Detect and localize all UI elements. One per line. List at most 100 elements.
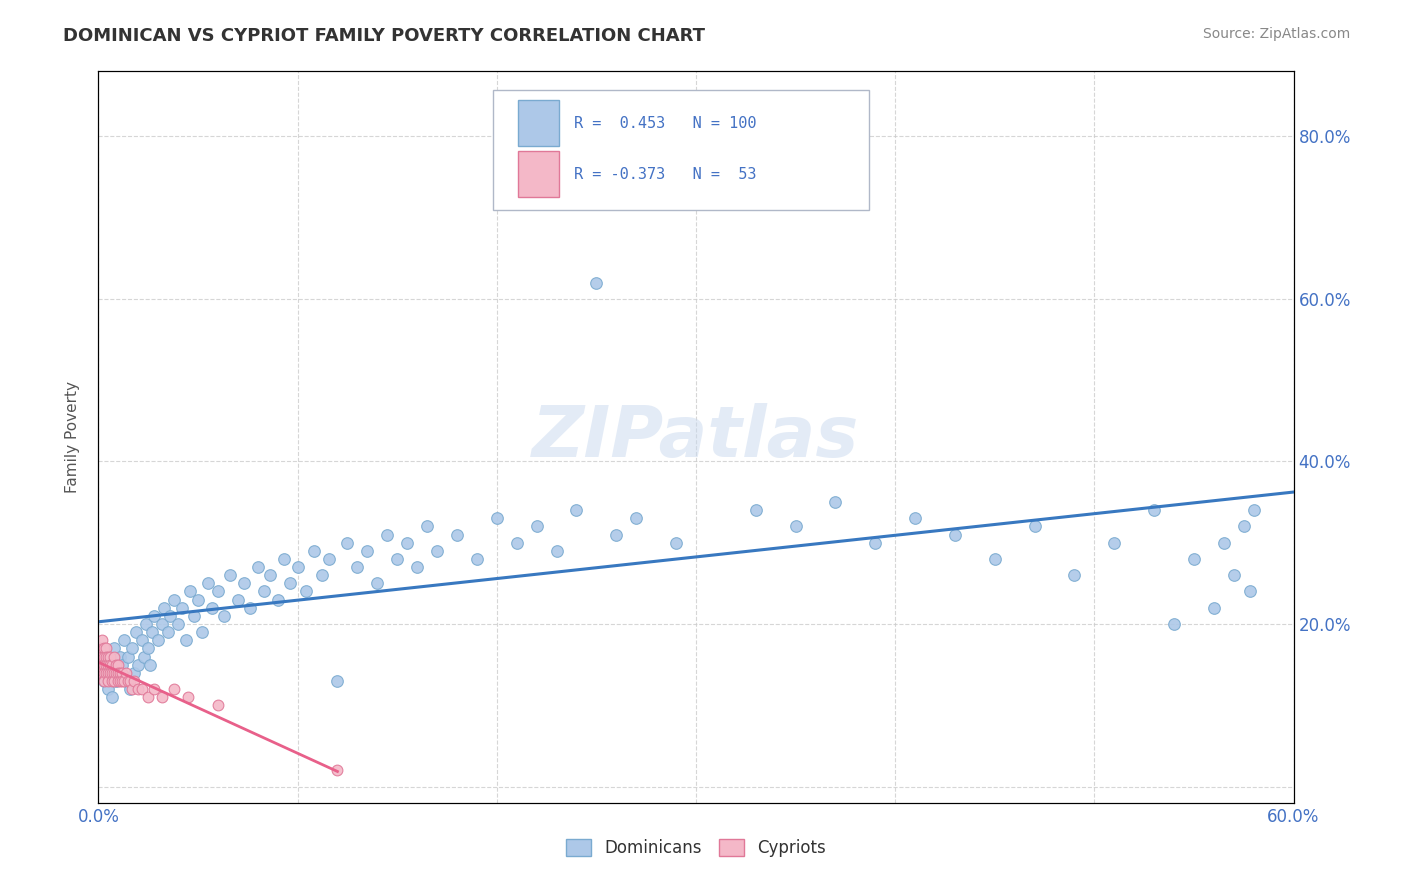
Point — [91, 665, 114, 680]
Point — [98, 665, 122, 680]
Text: DOMINICAN VS CYPRIOT FAMILY POVERTY CORRELATION CHART: DOMINICAN VS CYPRIOT FAMILY POVERTY CORR… — [63, 27, 706, 45]
Point — [134, 649, 156, 664]
Point — [107, 657, 129, 672]
FancyBboxPatch shape — [517, 101, 558, 145]
Point — [107, 665, 129, 680]
Point — [207, 584, 229, 599]
Point — [103, 641, 125, 656]
Point — [1243, 503, 1265, 517]
Point — [143, 681, 166, 696]
Point — [1182, 552, 1205, 566]
Point — [526, 519, 548, 533]
Point — [125, 625, 148, 640]
Point — [212, 608, 235, 623]
Point — [174, 633, 197, 648]
Point — [143, 608, 166, 623]
Point — [101, 690, 124, 705]
Point — [111, 673, 134, 688]
Point — [232, 576, 254, 591]
Point — [103, 649, 125, 664]
Point — [278, 576, 301, 591]
Point — [89, 649, 111, 664]
Point — [98, 657, 122, 672]
Point — [93, 673, 115, 688]
Point — [336, 535, 359, 549]
Point — [91, 657, 114, 672]
Point — [585, 276, 607, 290]
Point — [98, 649, 122, 664]
Point — [287, 560, 309, 574]
Point — [112, 633, 135, 648]
Point — [326, 764, 349, 778]
Point — [111, 657, 134, 672]
Point — [1239, 584, 1261, 599]
Point — [565, 503, 588, 517]
Point — [426, 544, 449, 558]
Point — [506, 535, 529, 549]
Point — [267, 592, 290, 607]
Text: Source: ZipAtlas.com: Source: ZipAtlas.com — [1202, 27, 1350, 41]
FancyBboxPatch shape — [517, 152, 558, 197]
Point — [110, 665, 132, 680]
Point — [187, 592, 209, 607]
Point — [107, 673, 129, 688]
Point — [153, 600, 176, 615]
Point — [93, 665, 115, 680]
Point — [89, 641, 111, 656]
Point — [385, 552, 409, 566]
Point — [103, 673, 125, 688]
Point — [1104, 535, 1126, 549]
Point — [115, 665, 138, 680]
Point — [101, 665, 124, 680]
Point — [97, 673, 120, 688]
Point — [96, 649, 118, 664]
Point — [865, 535, 887, 549]
Point — [93, 673, 115, 688]
Point — [124, 665, 146, 680]
Point — [120, 681, 142, 696]
Point — [406, 560, 429, 574]
Point — [207, 698, 229, 713]
Point — [745, 503, 768, 517]
Point — [103, 665, 125, 680]
Point — [172, 600, 194, 615]
Point — [311, 568, 333, 582]
Point — [135, 617, 157, 632]
Point — [107, 665, 129, 680]
Point — [91, 665, 114, 680]
Text: R = -0.373   N =  53: R = -0.373 N = 53 — [574, 167, 756, 182]
Point — [148, 633, 170, 648]
Point — [96, 665, 118, 680]
Point — [112, 673, 135, 688]
Point — [163, 592, 186, 607]
Point — [141, 625, 163, 640]
Point — [93, 641, 115, 656]
Point — [197, 576, 219, 591]
Point — [239, 600, 262, 615]
Point — [904, 511, 927, 525]
Point — [97, 649, 120, 664]
Point — [259, 568, 281, 582]
Point — [97, 665, 120, 680]
Point — [326, 673, 349, 688]
Point — [89, 657, 111, 672]
Point — [1223, 568, 1246, 582]
Point — [127, 657, 149, 672]
Point — [785, 519, 807, 533]
Point — [98, 657, 122, 672]
Point — [546, 544, 568, 558]
Point — [246, 560, 269, 574]
Point — [111, 665, 134, 680]
Point — [131, 681, 153, 696]
Point — [157, 625, 180, 640]
Point — [984, 552, 1007, 566]
Point — [150, 617, 173, 632]
Point — [1212, 535, 1234, 549]
Point — [1143, 503, 1166, 517]
Point — [356, 544, 378, 558]
Point — [294, 584, 316, 599]
Point — [626, 511, 648, 525]
Point — [1163, 617, 1185, 632]
Point — [131, 633, 153, 648]
Point — [253, 584, 276, 599]
